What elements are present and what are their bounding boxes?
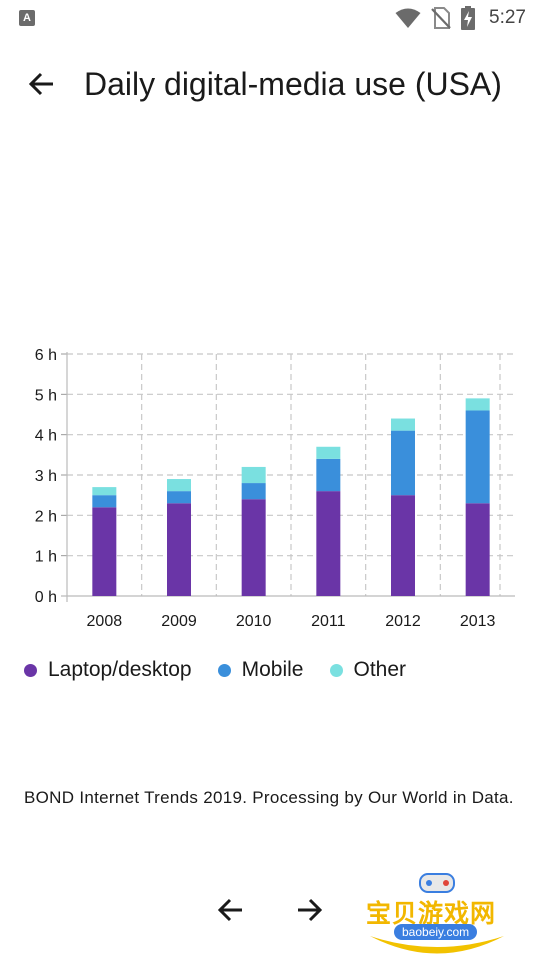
bar-segment — [167, 503, 191, 596]
bar-segment — [316, 491, 341, 596]
watermark-logo: 宝贝游戏网 baobeiy.com — [362, 866, 512, 958]
bar-segment — [465, 410, 490, 504]
y-tick-label: 2 h — [35, 508, 57, 525]
status-time: 5:27 — [489, 7, 526, 28]
notification-icon: A — [19, 10, 35, 26]
legend-swatch — [329, 663, 343, 677]
no-sim-icon — [431, 7, 451, 29]
arrow-right-icon — [298, 898, 323, 922]
bar-segment — [167, 479, 191, 492]
bar-segment — [241, 483, 266, 500]
bar-segment — [241, 499, 266, 596]
arrow-left-icon — [217, 898, 242, 922]
arrow-left-icon — [28, 72, 53, 96]
bar-segment — [316, 458, 341, 492]
status-bar: A 5:27 — [0, 0, 540, 36]
wifi-icon — [395, 8, 421, 28]
x-tick-label: 2013 — [460, 613, 496, 630]
battery-charging-icon — [461, 6, 476, 30]
app-bar: Daily digital-media use (USA) — [0, 56, 540, 112]
legend-swatch — [24, 663, 37, 677]
previous-button[interactable] — [214, 893, 248, 927]
legend-label: Other — [353, 658, 407, 681]
next-button[interactable] — [292, 893, 326, 927]
bar-segment — [316, 446, 341, 459]
legend-swatch — [217, 663, 231, 677]
bar-segment — [391, 418, 415, 431]
y-tick-label: 1 h — [35, 549, 57, 566]
stacked-bar-chart: 0 h 1 h 2 h 3 h 4 h 5 h 6 h 2008 2009 2010 2011 201… — [35, 347, 515, 630]
bar-segment — [167, 491, 191, 504]
watermark-url: baobeiy.com — [394, 924, 478, 940]
bar-segment — [92, 495, 117, 508]
legend-item-other: Other — [329, 658, 407, 682]
gamepad-icon — [370, 873, 504, 954]
source-note: BOND Internet Trends 2019. Processing by… — [24, 788, 514, 807]
x-tick-label: 2008 — [87, 613, 123, 630]
chart: 0 h 1 h 2 h 3 h 4 h 5 h 6 h 2008 2009 2010 2011 201… — [0, 340, 540, 640]
legend-item-mobile: Mobile — [217, 658, 304, 682]
x-tick-label: 2011 — [311, 613, 346, 630]
bar-segment — [465, 398, 490, 411]
bar-segment — [92, 507, 117, 596]
bar-segment — [391, 495, 415, 596]
y-tick-label: 4 h — [35, 428, 57, 445]
x-tick-label: 2012 — [385, 613, 421, 630]
bar-segment — [465, 503, 490, 596]
legend-item-laptop: Laptop/desktop — [24, 658, 192, 682]
x-tick-label: 2009 — [161, 613, 197, 630]
bar-segment — [391, 430, 415, 496]
y-tick-label: 6 h — [35, 347, 57, 364]
status-icons: 5:27 — [395, 5, 526, 31]
chart-legend: Laptop/desktop Mobile Other — [24, 658, 432, 682]
back-button[interactable] — [24, 66, 60, 102]
y-tick-label: 0 h — [35, 589, 57, 606]
x-tick-label: 2010 — [236, 613, 272, 630]
page-title: Daily digital-media use (USA) — [84, 66, 502, 102]
bar-segment — [92, 487, 117, 496]
legend-label: Mobile — [241, 658, 304, 681]
watermark-text: 宝贝游戏网 — [366, 899, 497, 928]
y-tick-label: 5 h — [35, 387, 57, 404]
y-tick-label: 3 h — [35, 468, 57, 485]
bar-segment — [241, 466, 266, 484]
legend-label: Laptop/desktop — [48, 658, 192, 681]
